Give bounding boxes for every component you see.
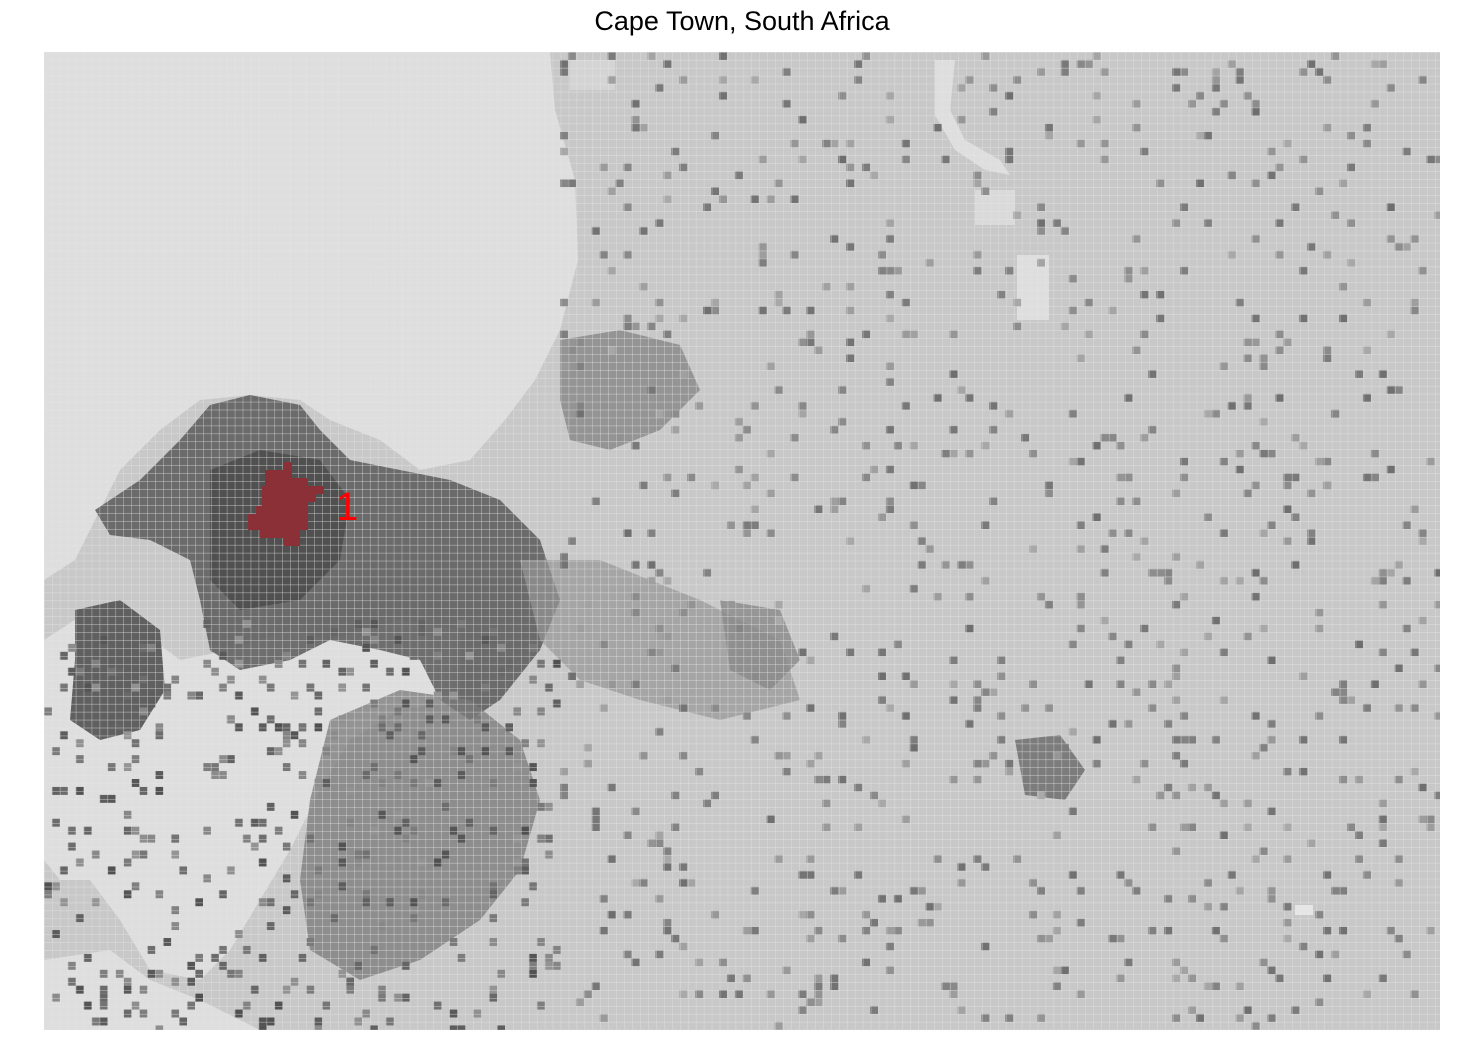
- map-title: Cape Town, South Africa: [594, 6, 890, 36]
- grid-overlay: [44, 52, 1440, 1030]
- map-layers: [44, 52, 1440, 1030]
- highlight-label: 1: [336, 485, 358, 529]
- highlighted-region[interactable]: [248, 462, 324, 546]
